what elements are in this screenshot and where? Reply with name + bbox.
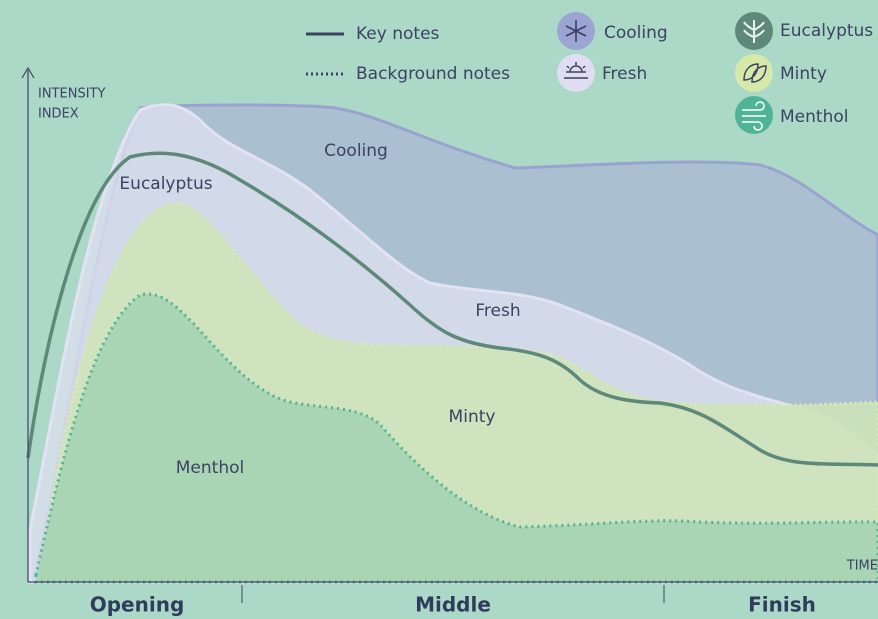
legend-label: Cooling	[604, 23, 668, 43]
area-label: Eucalyptus	[119, 174, 212, 194]
legend-label: Background notes	[356, 64, 510, 84]
area-label: Minty	[449, 407, 496, 427]
y-axis-label: INDEX	[38, 107, 79, 122]
fresh-icon	[557, 54, 595, 92]
x-axis-label: TIME	[846, 559, 878, 574]
minty-icon-glyph	[743, 63, 767, 83]
menthol-area	[34, 292, 878, 584]
legend-label: Fresh	[602, 64, 647, 84]
eucalyptus-icon-glyph	[743, 20, 765, 43]
legend-label: Key notes	[356, 24, 440, 44]
legend-label: Eucalyptus	[780, 21, 873, 41]
y-axis-label: INTENSITY	[38, 87, 105, 102]
legend-label: Minty	[780, 64, 827, 84]
phase-label: Opening	[90, 593, 185, 617]
phase-label: Finish	[748, 593, 816, 617]
eucalyptus-line	[26, 151, 878, 467]
cooling-icon-glyph	[565, 20, 587, 42]
fresh-icon-glyph	[564, 62, 588, 79]
area-label: Fresh	[475, 301, 520, 321]
area-label: Menthol	[176, 458, 244, 478]
y-axis-arrow	[21, 66, 35, 79]
legend-label: Menthol	[780, 107, 848, 127]
area-label: Cooling	[324, 141, 388, 161]
menthol-icon-glyph	[742, 101, 766, 131]
phase-label: Middle	[415, 593, 491, 617]
